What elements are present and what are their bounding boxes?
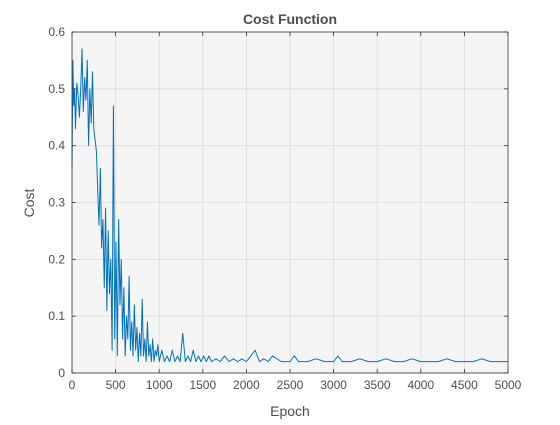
x-tick-label: 5000 [495,378,522,392]
y-tick-label: 0.2 [48,252,65,266]
y-tick-label: 0.1 [48,309,65,323]
x-tick-label: 3000 [320,378,347,392]
x-tick-label: 2500 [277,378,304,392]
series-layer [71,48,508,363]
y-axis-label: Cost [21,189,37,218]
y-tick-label: 0.4 [48,139,65,153]
y-tick-label: 0.5 [48,82,65,96]
grid-lines [72,32,508,373]
x-tick-label: 1000 [146,378,173,392]
y-tick-label: 0.3 [48,196,65,210]
y-tick-label: 0 [58,366,65,380]
x-tick-label: 500 [106,378,126,392]
y-tick-label: 0.6 [48,25,65,39]
x-tick-label: 0 [69,378,76,392]
x-tick-label: 4000 [407,378,434,392]
x-axis-label: Epoch [270,403,310,419]
chart-title: Cost Function [243,11,337,27]
axis-ticks: 0 500 1000 1500 2000 2500 3000 3500 4000 4500 5000… [48,25,521,392]
x-tick-label: 4500 [451,378,478,392]
x-tick-label: 3500 [364,378,391,392]
x-tick-label: 1500 [189,378,216,392]
cost-series-line [71,48,508,363]
x-tick-label: 2000 [233,378,260,392]
